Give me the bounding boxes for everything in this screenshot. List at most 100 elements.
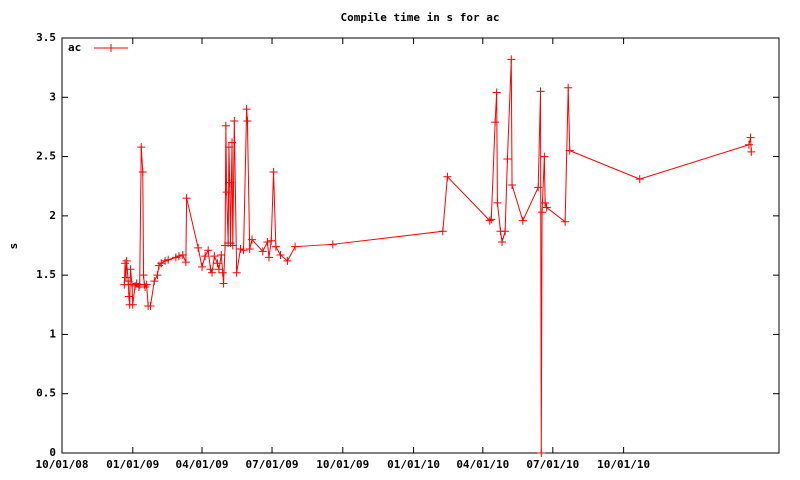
legend-label: ac [68,41,81,54]
data-point [239,246,248,255]
data-point [124,277,133,286]
data-point [120,280,129,289]
y-tick-label: 1 [49,327,56,340]
data-point [225,178,234,187]
data-point [267,236,276,245]
data-point [508,181,517,190]
x-tick-label: 01/01/10 [387,458,440,471]
x-tick-label: 01/01/09 [106,458,159,471]
data-point [213,259,222,268]
data-point [153,271,162,280]
legend-swatch [94,44,128,52]
chart-title: Compile time in s for ac [341,11,500,24]
x-tick-label: 10/01/09 [316,458,369,471]
data-point [139,271,148,280]
data-point [182,194,191,203]
y-tick-label: 2.5 [36,150,56,163]
data-point [218,268,227,277]
data-point [204,246,213,255]
data-point [228,241,237,250]
data-point [208,268,217,277]
data-point [221,121,230,130]
data-point [228,138,237,147]
x-tick-label: 04/01/09 [176,458,229,471]
data-point [746,133,755,142]
data-point [210,252,219,261]
data-point [493,198,502,207]
data-point [485,216,494,225]
data-point [124,292,133,301]
data-point [276,250,285,259]
data-point [744,140,753,149]
data-point [537,449,546,457]
data-point [487,215,496,224]
data-point [178,250,187,259]
data-point [126,265,135,274]
data-point [198,262,207,271]
y-axis-label: s [7,243,20,250]
data-point [150,277,159,286]
data-point [224,143,233,152]
data-point [264,253,273,262]
data-point [534,183,543,192]
x-tick-label: 04/01/10 [456,458,509,471]
data-line [123,59,752,454]
data-point [146,301,155,310]
data-point [541,198,550,207]
data-point [328,240,337,249]
data-point [217,250,226,259]
data-point [518,216,527,225]
x-tick-label: 07/01/09 [246,458,299,471]
data-point [564,83,573,92]
x-tick-label: 10/01/10 [597,458,650,471]
data-point [503,154,512,163]
data-point [443,172,452,181]
y-tick-label: 1.5 [36,268,56,281]
data-point [201,252,210,261]
data-point [245,245,254,254]
data-point [438,227,447,236]
data-point [635,175,644,184]
data-point [248,235,257,244]
data-point [498,237,507,246]
y-tick-label: 3.5 [36,31,56,44]
data-point [230,117,239,125]
y-tick-label: 3 [49,90,56,103]
data-point [291,242,300,251]
data-point [263,237,272,246]
data-point [181,258,190,267]
data-point [283,256,292,265]
x-tick-label: 07/01/10 [526,458,579,471]
data-point [122,256,131,265]
data-point [507,55,516,64]
data-point [271,242,280,251]
data-point [538,208,547,217]
y-tick-label: 2 [49,209,56,222]
data-point [222,188,231,197]
data-point [214,265,223,274]
x-tick-label: 10/01/08 [36,458,89,471]
data-point [542,203,551,212]
data-point [492,88,501,97]
data-point [138,167,147,176]
data-point [128,300,137,309]
data-point [747,147,756,156]
y-tick-label: 0.5 [36,387,56,400]
data-point [269,167,278,176]
plot-frame [61,37,780,454]
data-point [536,87,545,96]
y-tick-label: 0 [49,446,56,459]
data-point [137,143,146,152]
data-point [561,217,570,226]
data-point [206,265,215,274]
data-point [174,252,183,261]
data-point [243,117,252,125]
data-point [540,152,549,161]
data-point [164,255,173,264]
data-point [142,280,151,289]
data-point [232,268,241,277]
data-point [258,247,267,256]
data-point [219,279,228,288]
data-point [242,105,251,114]
